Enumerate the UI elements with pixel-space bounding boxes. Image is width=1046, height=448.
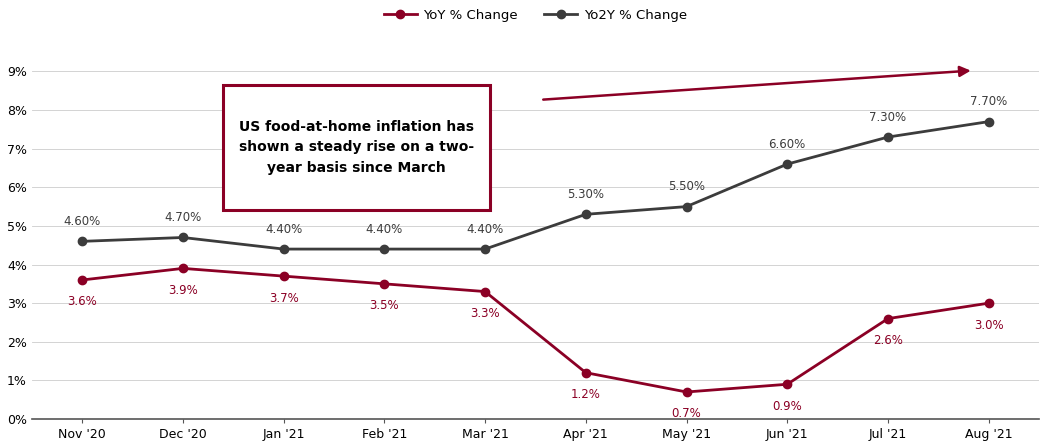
Text: 4.40%: 4.40% (366, 223, 403, 236)
Text: 0.7%: 0.7% (672, 407, 702, 420)
Text: 3.3%: 3.3% (471, 307, 500, 320)
Text: 5.50%: 5.50% (668, 180, 705, 193)
Text: 3.9%: 3.9% (168, 284, 198, 297)
Text: 7.30%: 7.30% (869, 111, 907, 124)
Text: 3.6%: 3.6% (67, 295, 97, 308)
Text: 2.6%: 2.6% (873, 334, 903, 347)
Text: 0.9%: 0.9% (772, 400, 802, 413)
Text: 4.60%: 4.60% (64, 215, 100, 228)
Text: US food-at-home inflation has
shown a steady rise on a two-
year basis since Mar: US food-at-home inflation has shown a st… (240, 120, 474, 175)
Text: 5.30%: 5.30% (567, 188, 605, 201)
Legend: YoY % Change, Yo2Y % Change: YoY % Change, Yo2Y % Change (379, 4, 692, 27)
Text: 4.40%: 4.40% (265, 223, 302, 236)
Text: 6.60%: 6.60% (769, 138, 805, 151)
FancyBboxPatch shape (223, 85, 491, 210)
Text: 3.7%: 3.7% (269, 292, 298, 305)
Text: 4.70%: 4.70% (164, 211, 202, 224)
Text: 3.0%: 3.0% (974, 319, 1003, 332)
Text: 1.2%: 1.2% (571, 388, 600, 401)
Text: 3.5%: 3.5% (369, 299, 400, 312)
Text: 7.70%: 7.70% (970, 95, 1007, 108)
Text: 4.40%: 4.40% (467, 223, 504, 236)
